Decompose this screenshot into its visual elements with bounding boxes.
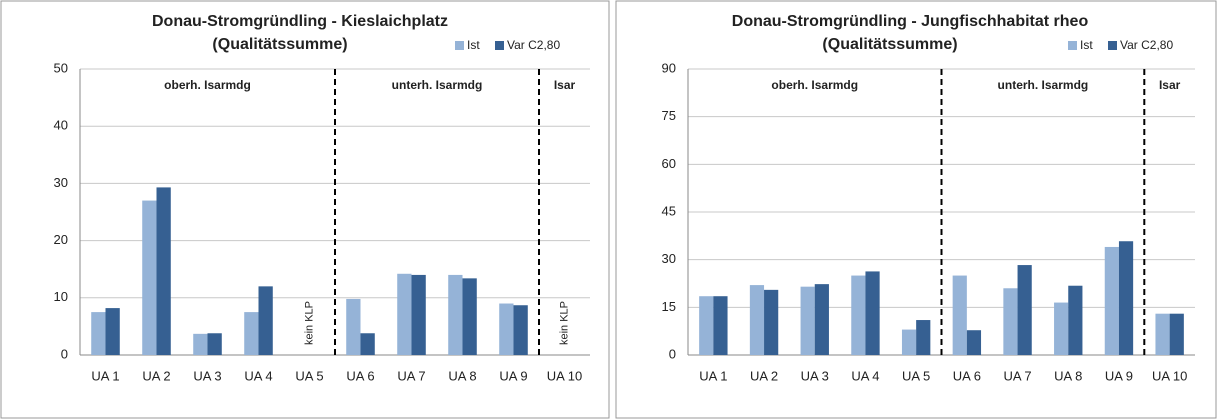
y-tick-label: 0 xyxy=(61,346,68,361)
y-tick-label: 90 xyxy=(662,60,676,75)
bar xyxy=(764,289,779,355)
bar xyxy=(156,187,171,355)
legend-label: Var C2,80 xyxy=(507,38,560,52)
bar xyxy=(749,285,765,355)
x-tick-label: UA 7 xyxy=(1003,368,1031,383)
bar xyxy=(346,298,361,355)
bar xyxy=(462,278,477,355)
y-tick-label: 20 xyxy=(54,232,68,247)
bar xyxy=(193,333,208,355)
x-tick-label: UA 8 xyxy=(1054,368,1082,383)
bar xyxy=(713,296,728,355)
bar xyxy=(244,312,259,355)
bar xyxy=(1155,313,1170,355)
bar xyxy=(952,275,967,355)
bar xyxy=(865,271,880,355)
legend-swatch xyxy=(495,41,504,50)
chart-title: Donau-Stromgründling - Kieslaichplatz xyxy=(152,13,448,30)
panel-border xyxy=(615,0,1217,419)
x-tick-label: UA 6 xyxy=(346,368,374,383)
y-tick-label: 10 xyxy=(54,289,68,304)
bar xyxy=(1003,288,1018,355)
legend-label: Ist xyxy=(1080,38,1093,52)
region-label: Isar xyxy=(1159,78,1181,92)
region-label: oberh. Isarmdg xyxy=(771,78,858,92)
bar xyxy=(411,274,426,355)
x-tick-label: UA 6 xyxy=(953,368,981,383)
bar xyxy=(360,333,375,355)
bar xyxy=(397,273,412,355)
y-tick-label: 60 xyxy=(662,156,676,171)
x-tick-label: UA 9 xyxy=(499,368,527,383)
y-tick-label: 40 xyxy=(54,118,68,133)
bar xyxy=(105,308,120,355)
bar xyxy=(901,329,917,355)
x-tick-label: UA 10 xyxy=(547,368,582,383)
x-tick-label: UA 2 xyxy=(750,368,778,383)
bar xyxy=(814,284,829,355)
x-tick-label: UA 1 xyxy=(91,368,119,383)
bar xyxy=(1054,302,1069,355)
bar xyxy=(142,200,157,355)
bar xyxy=(448,274,463,355)
legend-swatch xyxy=(455,41,464,50)
chart-subtitle: (Qualitätssumme) xyxy=(212,36,347,53)
bar xyxy=(258,286,273,355)
bar xyxy=(1017,265,1032,355)
y-tick-label: 75 xyxy=(662,108,676,123)
x-tick-label: UA 7 xyxy=(397,368,425,383)
y-tick-label: 0 xyxy=(669,346,676,361)
region-label: oberh. Isarmdg xyxy=(164,78,251,92)
bar xyxy=(513,305,528,355)
legend-swatch xyxy=(1068,41,1077,50)
region-label: Isar xyxy=(554,78,576,92)
bar xyxy=(1118,241,1134,355)
bar xyxy=(207,333,222,355)
x-tick-label: UA 8 xyxy=(448,368,476,383)
x-tick-label: UA 3 xyxy=(801,368,829,383)
y-tick-label: 45 xyxy=(662,203,676,218)
note: kein KLP xyxy=(558,301,570,345)
chart-title: Donau-Stromgründling - Jungfischhabitat … xyxy=(732,13,1089,30)
bar xyxy=(1104,246,1119,355)
panel-border xyxy=(0,0,610,419)
bar xyxy=(1169,313,1184,355)
chart-subtitle: (Qualitätssumme) xyxy=(822,36,957,53)
bar xyxy=(91,312,106,355)
bar xyxy=(916,320,931,355)
region-label: unterh. Isarmdg xyxy=(392,78,483,92)
legend-label: Ist xyxy=(467,38,480,52)
bar xyxy=(699,296,714,355)
legend-swatch xyxy=(1108,41,1117,50)
x-tick-label: UA 4 xyxy=(244,368,272,383)
legend-label: Var C2,80 xyxy=(1120,38,1173,52)
y-tick-label: 30 xyxy=(662,251,676,266)
bar xyxy=(966,330,982,355)
x-tick-label: UA 9 xyxy=(1105,368,1133,383)
region-label: unterh. Isarmdg xyxy=(998,78,1089,92)
x-tick-label: UA 5 xyxy=(295,368,323,383)
bar xyxy=(499,303,514,355)
bar xyxy=(800,286,815,355)
y-tick-label: 30 xyxy=(54,175,68,190)
x-tick-label: UA 10 xyxy=(1152,368,1187,383)
note: kein KLP xyxy=(303,301,315,345)
y-tick-label: 50 xyxy=(54,60,68,75)
y-tick-label: 15 xyxy=(662,299,676,314)
bar xyxy=(1068,285,1083,355)
bar xyxy=(851,275,866,355)
x-tick-label: UA 1 xyxy=(699,368,727,383)
x-tick-label: UA 2 xyxy=(142,368,170,383)
x-tick-label: UA 4 xyxy=(851,368,879,383)
x-tick-label: UA 3 xyxy=(193,368,221,383)
x-tick-label: UA 5 xyxy=(902,368,930,383)
